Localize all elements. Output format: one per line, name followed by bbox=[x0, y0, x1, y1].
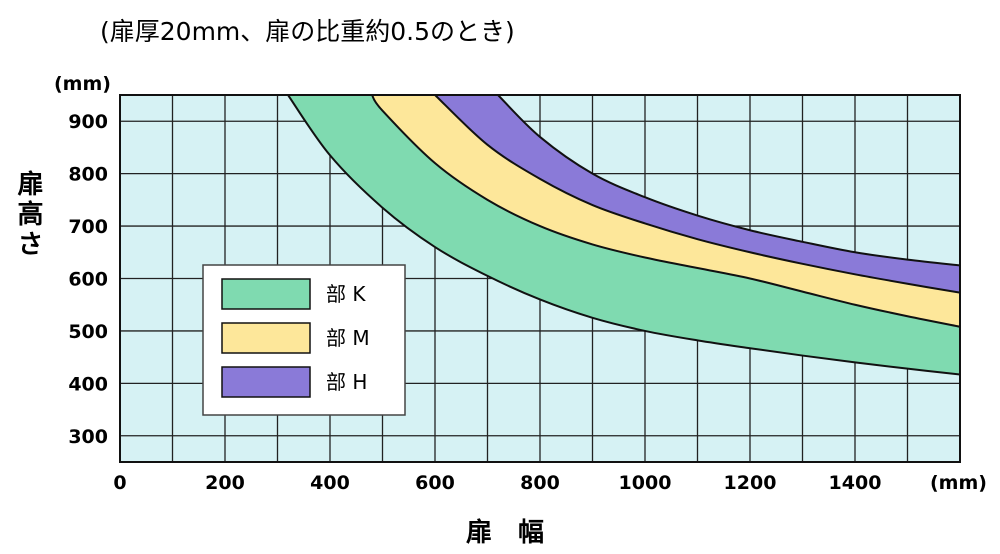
band-1 bbox=[288, 95, 960, 375]
y-axis-label: 扉高さ bbox=[13, 170, 43, 260]
y-ticks: 300 400 500 600 700 800 900 bbox=[68, 111, 108, 448]
x-tick-label: 800 bbox=[520, 472, 560, 494]
y-tick-label: 600 bbox=[68, 269, 108, 291]
band-boundary-curve bbox=[434, 95, 960, 294]
legend-swatch bbox=[221, 278, 311, 310]
x-axis-label: 扉 幅 bbox=[466, 518, 544, 548]
legend: 部 K 部 M 部 H bbox=[202, 264, 406, 416]
chart-title: (扉厚20mm、扉の比重約0.5のとき) bbox=[100, 17, 515, 46]
x-tick-label: 200 bbox=[205, 472, 245, 494]
bands bbox=[288, 95, 960, 375]
x-tick-label: 0 bbox=[113, 472, 126, 494]
x-tick-label: 600 bbox=[415, 472, 455, 494]
legend-label: 部 M bbox=[326, 326, 370, 350]
legend-swatch bbox=[221, 322, 311, 354]
x-tick-label: 1400 bbox=[829, 472, 882, 494]
y-tick-label: 400 bbox=[68, 373, 108, 395]
band-outlines bbox=[287, 95, 960, 376]
band-2 bbox=[372, 95, 960, 327]
x-tick-label: 400 bbox=[310, 472, 350, 494]
legend-label: 部 K bbox=[326, 282, 366, 306]
y-unit-label: (mm) bbox=[54, 73, 111, 95]
x-tick-label: 1200 bbox=[724, 472, 777, 494]
y-tick-label: 500 bbox=[68, 321, 108, 343]
band-boundary-curve bbox=[497, 95, 960, 267]
y-tick-label: 900 bbox=[68, 111, 108, 133]
legend-items: 部 K 部 M 部 H bbox=[221, 278, 370, 398]
x-ticks: 0 200 400 600 800 1000 1200 1400 bbox=[113, 472, 881, 494]
plot-frame bbox=[119, 94, 961, 463]
band-boundary-curve bbox=[371, 95, 960, 328]
y-tick-label: 800 bbox=[68, 164, 108, 186]
y-tick-label: 300 bbox=[68, 426, 108, 448]
legend-label: 部 H bbox=[326, 370, 367, 394]
band-3 bbox=[435, 95, 960, 293]
legend-swatch bbox=[221, 366, 311, 398]
band-boundary-curve bbox=[287, 95, 960, 376]
x-unit-label: (mm) bbox=[930, 472, 987, 494]
y-tick-label: 700 bbox=[68, 216, 108, 238]
x-tick-label: 1000 bbox=[619, 472, 672, 494]
